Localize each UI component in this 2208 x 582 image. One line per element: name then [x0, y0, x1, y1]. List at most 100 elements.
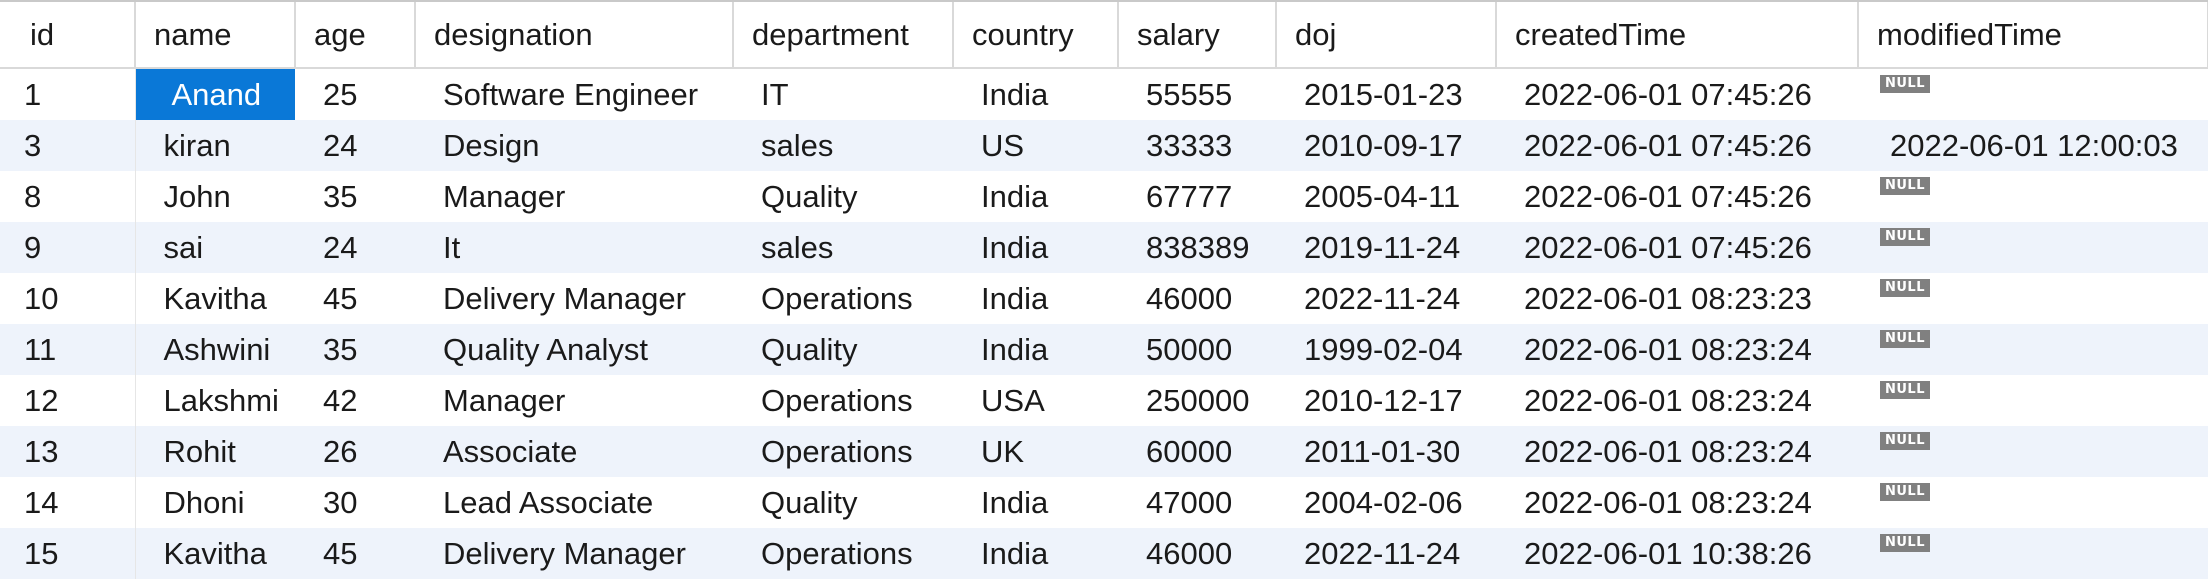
cell-designation[interactable]: Lead Associate	[443, 484, 654, 520]
cell-modifiedtime[interactable]: NULL	[1858, 477, 2208, 528]
cell-country[interactable]: US	[953, 120, 1118, 171]
cell-name[interactable]: Rohit	[135, 426, 295, 477]
cell-id[interactable]: 1	[0, 68, 136, 120]
cell-modifiedtime[interactable]: NULL	[1858, 171, 2208, 222]
column-header-age[interactable]: age	[295, 2, 416, 69]
table-row[interactable]: 14 Dhoni 30 Lead Associate Quality India 47000…	[0, 477, 2208, 528]
cell-designation[interactable]: Associate	[415, 426, 733, 477]
cell-createdtime[interactable]: 2022-06-01 07:45:26	[1524, 178, 1812, 214]
cell-designation[interactable]: Design	[415, 120, 733, 171]
cell-modifiedtime[interactable]: NULL	[1858, 68, 2208, 120]
cell-age[interactable]: 45	[295, 528, 415, 579]
cell-salary[interactable]: 46000	[1118, 528, 1276, 579]
cell-name[interactable]: Kavitha	[135, 528, 295, 579]
cell-department[interactable]: Quality	[733, 324, 953, 375]
cell-name[interactable]: Dhoni	[163, 484, 245, 520]
cell-modifiedtime[interactable]: NULL	[1858, 426, 2208, 477]
cell-age[interactable]: 35	[295, 324, 415, 375]
table-row[interactable]: 1 Anand 25 Software Engineer IT India 55555 201…	[0, 68, 2208, 120]
cell-id[interactable]: 14	[0, 477, 136, 528]
table-row[interactable]: 10 Kavitha 45 Delivery Manager Operations Ind…	[0, 273, 2208, 324]
cell-doj[interactable]: 2015-01-23	[1304, 76, 1463, 112]
cell-salary[interactable]: 47000	[1146, 484, 1233, 520]
cell-country[interactable]: India	[981, 280, 1049, 316]
cell-country[interactable]: India	[953, 222, 1118, 273]
cell-designation[interactable]: Manager	[443, 382, 566, 418]
cell-modifiedtime[interactable]: NULL	[1858, 375, 2208, 426]
cell-department[interactable]: Operations	[761, 280, 913, 316]
cell-country[interactable]: India	[981, 178, 1049, 214]
cell-salary[interactable]: 55555	[1146, 76, 1233, 112]
cell-id[interactable]: 8	[0, 171, 136, 222]
cell-doj[interactable]: 2019-11-24	[1276, 222, 1496, 273]
cell-department[interactable]: IT	[761, 76, 789, 112]
cell-id[interactable]: 9	[0, 222, 136, 273]
cell-createdtime[interactable]: 2022-06-01 08:23:24	[1496, 426, 1858, 477]
cell-name[interactable]: Ashwini	[135, 324, 295, 375]
cell-country[interactable]: India	[953, 528, 1118, 579]
column-header-createdtime[interactable]: createdTime	[1496, 2, 1859, 69]
cell-department[interactable]: Quality	[761, 484, 858, 520]
cell-designation[interactable]: Software Engineer	[443, 76, 699, 112]
cell-name[interactable]: kiran	[135, 120, 295, 171]
cell-createdtime[interactable]: 2022-06-01 07:45:26	[1524, 76, 1812, 112]
cell-age[interactable]: 24	[295, 120, 415, 171]
cell-id[interactable]: 3	[0, 120, 136, 171]
cell-doj[interactable]: 2010-12-17	[1304, 382, 1463, 418]
cell-salary[interactable]: 50000	[1118, 324, 1276, 375]
cell-id[interactable]: 11	[0, 324, 136, 375]
table-row[interactable]: 11 Ashwini 35 Quality Analyst Quality India 50…	[0, 324, 2208, 375]
cell-name[interactable]: John	[163, 178, 231, 214]
cell-modifiedtime[interactable]: 2022-06-01 12:00:03	[1858, 120, 2208, 171]
cell-designation[interactable]: Quality Analyst	[415, 324, 733, 375]
cell-department[interactable]: Operations	[733, 426, 953, 477]
column-header-name[interactable]: name	[135, 2, 296, 69]
cell-department[interactable]: sales	[733, 120, 953, 171]
cell-age[interactable]: 26	[295, 426, 415, 477]
column-header-salary[interactable]: salary	[1118, 2, 1277, 69]
cell-country[interactable]: India	[981, 76, 1049, 112]
cell-name[interactable]: Kavitha	[163, 280, 267, 316]
cell-createdtime[interactable]: 2022-06-01 08:23:24	[1524, 382, 1812, 418]
cell-salary[interactable]: 67777	[1146, 178, 1233, 214]
cell-modifiedtime[interactable]: NULL	[1858, 222, 2208, 273]
cell-designation[interactable]: Manager	[443, 178, 566, 214]
cell-country[interactable]: India	[953, 324, 1118, 375]
cell-doj[interactable]: 2022-11-24	[1276, 528, 1496, 579]
cell-name[interactable]: Lakshmi	[163, 382, 279, 418]
cell-createdtime[interactable]: 2022-06-01 08:23:24	[1496, 324, 1858, 375]
cell-country[interactable]: UK	[953, 426, 1118, 477]
column-header-id[interactable]: id	[0, 2, 136, 69]
cell-salary[interactable]: 46000	[1146, 280, 1233, 316]
cell-age[interactable]: 25	[323, 76, 358, 112]
cell-createdtime[interactable]: 2022-06-01 10:38:26	[1496, 528, 1858, 579]
cell-age[interactable]: 35	[323, 178, 358, 214]
cell-doj[interactable]: 2004-02-06	[1304, 484, 1463, 520]
column-header-country[interactable]: country	[953, 2, 1119, 69]
cell-id[interactable]: 15	[0, 528, 136, 579]
cell-salary[interactable]: 60000	[1118, 426, 1276, 477]
table-row[interactable]: 15 Kavitha 45 Delivery Manager Operations Ind…	[0, 528, 2208, 579]
cell-salary[interactable]: 838389	[1118, 222, 1276, 273]
cell-createdtime[interactable]: 2022-06-01 08:23:23	[1524, 280, 1812, 316]
column-header-doj[interactable]: doj	[1276, 2, 1497, 69]
table-row[interactable]: 3 kiran 24 Design sales US 33333 2010-09-17 2022…	[0, 120, 2208, 171]
cell-country[interactable]: India	[981, 484, 1049, 520]
cell-modifiedtime[interactable]: NULL	[1858, 273, 2208, 324]
cell-name[interactable]: sai	[135, 222, 295, 273]
cell-age[interactable]: 24	[295, 222, 415, 273]
column-header-modifiedtime[interactable]: modifiedTime	[1858, 2, 2208, 69]
cell-doj[interactable]: 2011-01-30	[1276, 426, 1496, 477]
cell-name[interactable]: Anand	[135, 68, 295, 120]
cell-id[interactable]: 10	[0, 273, 136, 324]
cell-createdtime[interactable]: 2022-06-01 07:45:26	[1496, 120, 1858, 171]
cell-department[interactable]: sales	[733, 222, 953, 273]
cell-department[interactable]: Operations	[761, 382, 913, 418]
cell-country[interactable]: USA	[981, 382, 1045, 418]
cell-doj[interactable]: 1999-02-04	[1276, 324, 1496, 375]
cell-designation[interactable]: Delivery Manager	[443, 280, 686, 316]
cell-modifiedtime[interactable]: NULL	[1858, 528, 2208, 579]
cell-department[interactable]: Operations	[733, 528, 953, 579]
cell-designation[interactable]: It	[415, 222, 733, 273]
